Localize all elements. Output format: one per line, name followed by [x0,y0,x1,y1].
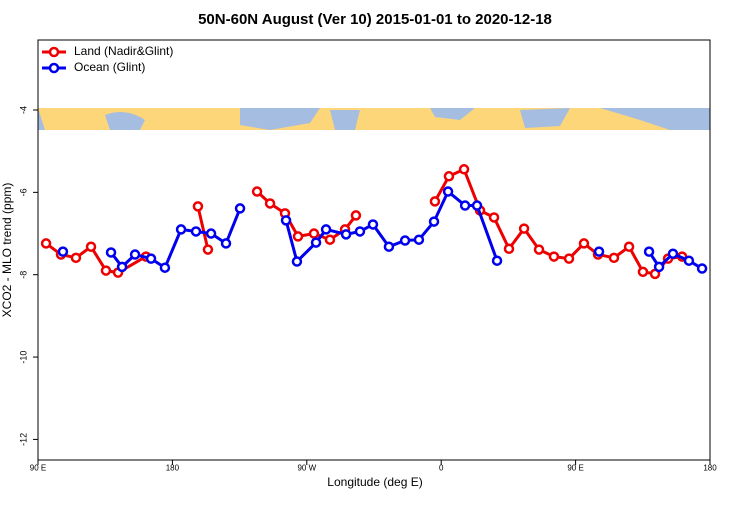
series-point [100,265,112,276]
series-point [251,186,263,197]
series-point [637,266,649,278]
legend-label: Ocean (Glint) [74,60,145,74]
chart-title: 50N-60N August (Ver 10) 2015-01-01 to 20… [198,11,552,28]
series-point [578,238,590,249]
series-point [548,251,560,262]
series-point [367,219,379,230]
legend-marker [48,62,60,74]
series-point [324,234,336,245]
series-point [593,246,605,257]
series-point [280,215,292,226]
series-point [533,244,545,255]
series-point [488,212,500,223]
series-point [428,216,440,227]
series-point [159,262,171,273]
series-point [458,164,470,175]
series-point [85,241,97,252]
y-tick-label: -10 [18,351,28,364]
series-point [202,244,214,255]
series-point [518,223,530,234]
series-point [563,253,575,264]
series-point [40,238,52,249]
y-axis-label: XCO2 - MLO trend (ppm) [0,183,14,318]
series-point [310,237,322,248]
x-tick-label: 90 E [567,464,583,473]
series-point [105,247,117,258]
series-point [220,238,232,249]
series-point [354,226,366,237]
y-tick-label: -4 [18,106,28,114]
series-point [175,224,187,235]
series-point [192,201,204,212]
series-point [234,203,246,214]
plot-frame [37,39,711,461]
series-point [190,226,202,237]
map-band [38,108,710,130]
series-point [320,224,332,235]
series-point [696,263,708,274]
legend-label: Land (Nadir&Glint) [74,44,173,58]
series-point [608,252,620,264]
series-point [683,255,695,266]
series-point [643,246,655,257]
series-point [145,253,157,264]
series-point [399,235,411,246]
series-point [413,234,425,245]
series-point [57,246,69,257]
series-point [205,228,217,239]
y-tick-label: -12 [18,433,28,446]
series-point [653,261,665,273]
series-line [196,206,210,250]
series-point [350,210,362,221]
series-point [442,186,454,197]
series-point [383,241,395,252]
series-point [340,229,352,240]
series-point [503,243,515,255]
series-line [109,207,242,270]
series-point [116,261,128,273]
x-tick-label: 180 [166,464,180,473]
x-tick-label: 0 [439,464,444,473]
series-point [291,256,303,267]
series-point [443,171,455,182]
series-point [292,231,304,242]
x-tick-label: 90 E [30,464,46,473]
y-tick-label: -8 [18,271,28,279]
series-point [70,252,82,264]
x-axis-label: Longitude (deg E) [327,475,422,489]
series-point [471,200,483,211]
x-tick-label: 180 [703,464,717,473]
y-tick-label: -6 [18,188,28,196]
series-point [429,196,441,207]
legend-marker [48,46,60,58]
series-point [459,200,471,211]
series-point [491,255,503,266]
series-point [667,248,679,259]
series-point [308,228,320,239]
series-point [129,249,141,260]
series-point [623,241,635,252]
series-point [264,198,276,209]
x-tick-label: 90 W [297,464,316,473]
